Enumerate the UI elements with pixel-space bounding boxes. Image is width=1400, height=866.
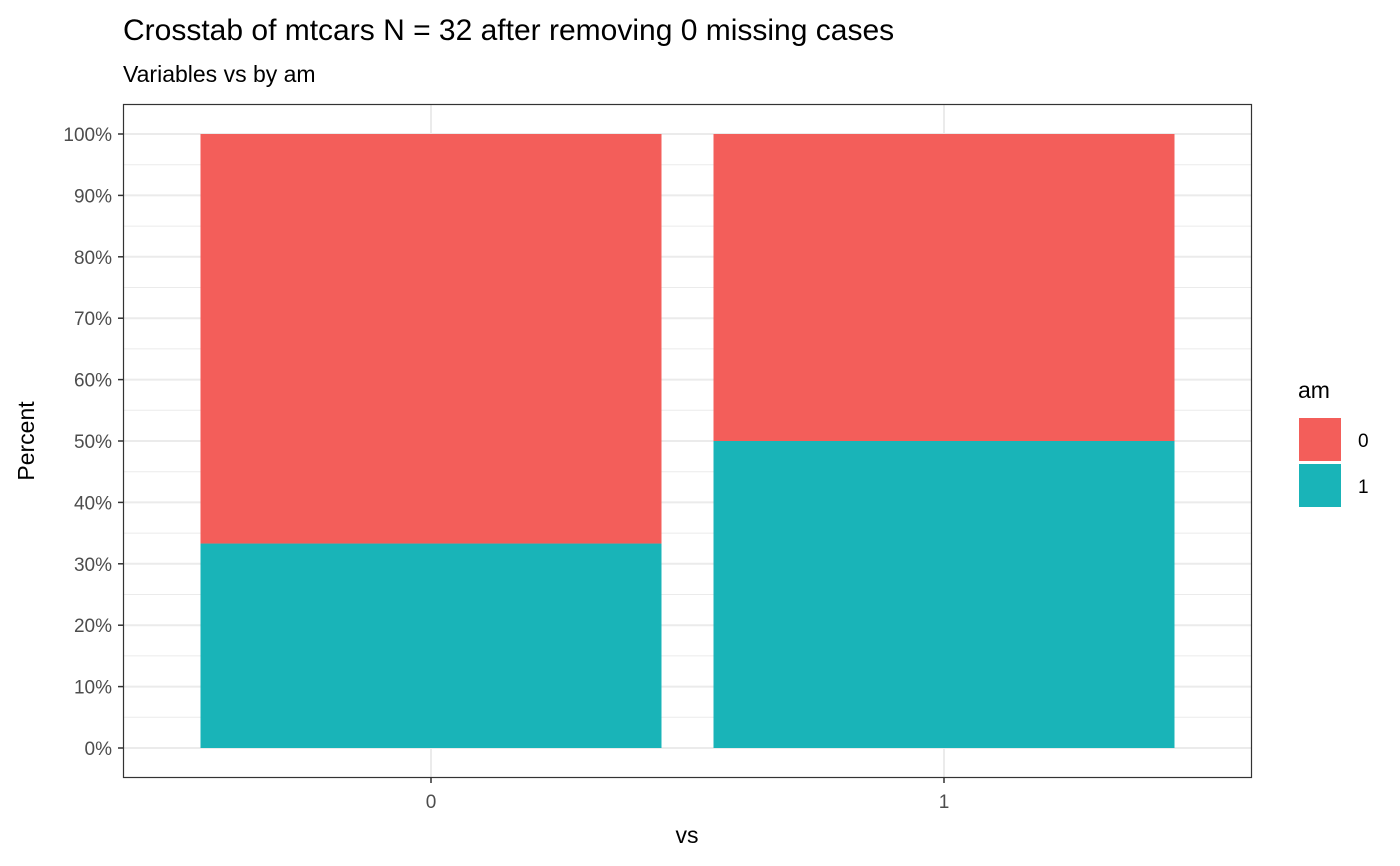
y-tick-label: 70% — [74, 309, 112, 330]
y-tick-label: 90% — [74, 186, 112, 207]
bar-vs-1-am-1 — [713, 441, 1175, 748]
bar-vs-0-am-0 — [200, 134, 662, 544]
y-tick-label: 80% — [74, 248, 112, 269]
bar-vs-1-am-0 — [713, 134, 1175, 441]
y-tick-label: 10% — [74, 678, 112, 699]
y-tick-label: 40% — [74, 493, 112, 514]
chart-title: Crosstab of mtcars N = 32 after removing… — [123, 14, 894, 47]
x-axis-title: vs — [676, 822, 699, 848]
bar-vs-0-am-1 — [200, 543, 662, 748]
y-tick-label: 20% — [74, 616, 112, 637]
y-tick-label: 0% — [85, 739, 113, 760]
legend-title: am — [1298, 377, 1330, 403]
y-tick-label: 60% — [74, 371, 112, 392]
chart-subtitle: Variables vs by am — [123, 61, 316, 87]
y-tick-label: 30% — [74, 555, 112, 576]
x-tick-label: 1 — [939, 792, 950, 813]
legend: am 0 1 — [1298, 377, 1369, 507]
y-axis-title: Percent — [13, 401, 39, 481]
legend-label-1: 1 — [1358, 477, 1369, 498]
y-axis: 0% 10% 20% 30% 40% 50% 60% 70% 80% 90% 100% — [63, 125, 124, 760]
legend-key-0 — [1299, 418, 1341, 461]
bars — [200, 134, 1175, 748]
y-tick-label: 50% — [74, 432, 112, 453]
legend-key-1 — [1299, 464, 1341, 507]
y-tick-label: 100% — [63, 125, 112, 146]
legend-label-0: 0 — [1358, 431, 1369, 452]
x-tick-label: 0 — [426, 792, 437, 813]
